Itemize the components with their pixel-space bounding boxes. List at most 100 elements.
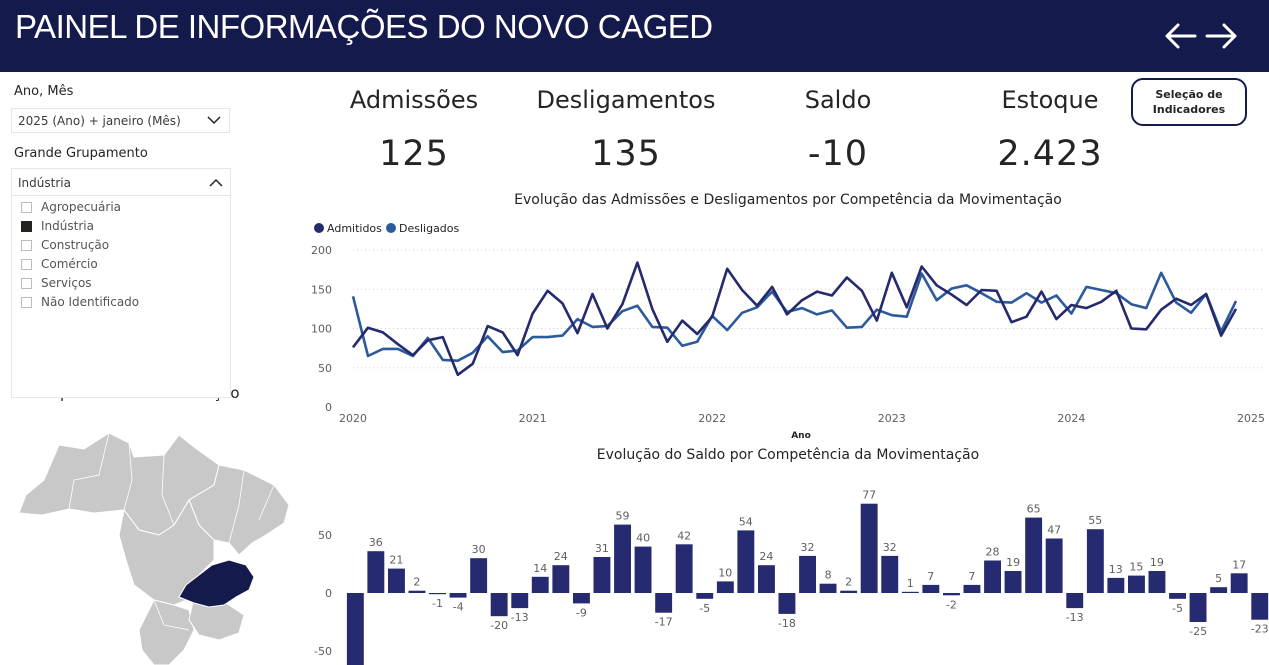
bar[interactable] — [346, 593, 364, 665]
group-option-construcao[interactable]: Construção — [21, 237, 221, 255]
bar[interactable] — [881, 555, 899, 593]
checkbox[interactable] — [21, 240, 32, 251]
bar-data-label: -23 — [1251, 623, 1269, 636]
bar[interactable] — [840, 590, 858, 593]
bar[interactable] — [984, 560, 1001, 594]
bar-data-label: 7 — [968, 570, 975, 583]
line-chart[interactable]: Admitidos Desligados 0 50 100 150 200 2020 2021 2… — [300, 214, 1269, 442]
period-filter-label: Ano, Mês — [14, 84, 74, 99]
back-arrow-icon[interactable] — [1163, 18, 1199, 54]
bar[interactable] — [1107, 577, 1125, 593]
group-option-servicos[interactable]: Serviços — [21, 275, 221, 293]
bar[interactable] — [1169, 593, 1186, 599]
bar[interactable] — [943, 593, 960, 596]
bar-data-label: 2 — [413, 576, 420, 589]
checkbox[interactable] — [21, 221, 32, 232]
bar[interactable] — [696, 593, 714, 599]
series-line-admitidos[interactable] — [351, 261, 1238, 377]
bar[interactable] — [531, 576, 549, 593]
bar[interactable] — [819, 583, 837, 593]
checkbox[interactable] — [21, 259, 32, 270]
bar[interactable] — [511, 593, 529, 609]
bar[interactable] — [860, 503, 878, 593]
bar[interactable] — [901, 591, 919, 593]
bar[interactable] — [470, 558, 488, 593]
bar-data-label: 36 — [369, 536, 383, 549]
bar[interactable] — [1230, 573, 1248, 593]
bar-data-label: -20 — [490, 619, 508, 632]
x-axis-label: Ano — [791, 431, 811, 441]
bar-data-label: 21 — [389, 554, 403, 567]
bar[interactable] — [634, 546, 652, 593]
bar[interactable] — [1066, 593, 1084, 609]
map-region-south — [138, 599, 195, 665]
bar[interactable] — [388, 568, 405, 593]
kpi-estoque-value: 2.423 — [997, 134, 1103, 174]
bar[interactable] — [1086, 529, 1104, 593]
bar-data-label: 28 — [986, 546, 1000, 559]
bar[interactable] — [1210, 587, 1228, 593]
group-option-comercio[interactable]: Comércio — [21, 256, 221, 274]
bar[interactable] — [655, 593, 673, 613]
bar[interactable] — [490, 593, 508, 617]
checkbox[interactable] — [21, 297, 32, 308]
map-region-center-west — [118, 498, 215, 606]
bar-data-label: 2 — [845, 576, 852, 589]
kpi-admissoes-label: Admissões — [349, 86, 479, 114]
bar-data-label: 47 — [1047, 524, 1061, 537]
x-tick-label: 2024 — [1057, 412, 1085, 425]
bar-data-label: -9 — [576, 606, 587, 619]
bar[interactable] — [1251, 593, 1269, 620]
bar[interactable] — [449, 593, 467, 598]
bar[interactable] — [963, 584, 981, 593]
bar[interactable] — [758, 565, 775, 593]
bar[interactable] — [408, 590, 426, 593]
bar[interactable] — [716, 581, 734, 593]
kpi-saldo-value: -10 — [807, 134, 869, 174]
series-line-desligados[interactable] — [351, 271, 1238, 362]
bar[interactable] — [778, 593, 796, 614]
bar[interactable] — [1004, 571, 1022, 593]
bar[interactable] — [367, 551, 385, 593]
bar-data-label: -25 — [1189, 625, 1207, 638]
bar[interactable] — [675, 544, 693, 593]
bar-data-label: 59 — [616, 510, 630, 523]
bar-data-label: -2 — [946, 598, 957, 611]
forward-arrow-icon[interactable] — [1203, 18, 1239, 54]
y-tick-label: 150 — [311, 283, 332, 296]
legend-label-0[interactable]: Admitidos — [327, 222, 382, 235]
group-option-industria[interactable]: Indústria — [21, 218, 221, 236]
y-tick-label: 0 — [325, 587, 332, 600]
bar[interactable] — [922, 584, 940, 593]
bar[interactable] — [1189, 593, 1207, 622]
bar[interactable] — [593, 557, 611, 593]
bar[interactable] — [552, 565, 570, 593]
y-tick-label: 0 — [325, 401, 332, 414]
bar-data-label: -18 — [778, 617, 796, 630]
group-option-agropecuaria[interactable]: Agropecuária — [21, 199, 221, 217]
brazil-map[interactable] — [14, 425, 296, 665]
bar[interactable] — [429, 593, 446, 595]
bar[interactable] — [573, 593, 590, 604]
bar[interactable] — [799, 555, 816, 593]
group-dropdown[interactable]: Indústria — [12, 169, 230, 196]
period-dropdown[interactable]: 2025 (Ano) + janeiro (Mês) — [11, 108, 230, 133]
bar[interactable] — [1045, 538, 1063, 594]
checkbox[interactable] — [21, 278, 32, 289]
bar-data-label: 24 — [554, 550, 568, 563]
bar-data-label: 32 — [801, 541, 815, 554]
bar[interactable] — [737, 530, 755, 593]
bar-data-label: 1 — [907, 577, 914, 590]
page-title: PAINEL DE INFORMAÇÕES DO NOVO CAGED — [15, 8, 713, 45]
bar-data-label: 13 — [1109, 563, 1123, 576]
indicator-selection-button[interactable]: Seleção de Indicadores — [1131, 78, 1247, 126]
legend-label-1[interactable]: Desligados — [399, 222, 460, 235]
bar[interactable] — [1128, 575, 1145, 593]
bar[interactable] — [1025, 517, 1043, 593]
group-option-nao-identificado[interactable]: Não Identificado — [21, 294, 221, 312]
y-tick-label: 50 — [318, 529, 332, 542]
bar[interactable] — [614, 524, 631, 593]
checkbox[interactable] — [21, 202, 32, 213]
bar[interactable] — [1148, 571, 1166, 593]
